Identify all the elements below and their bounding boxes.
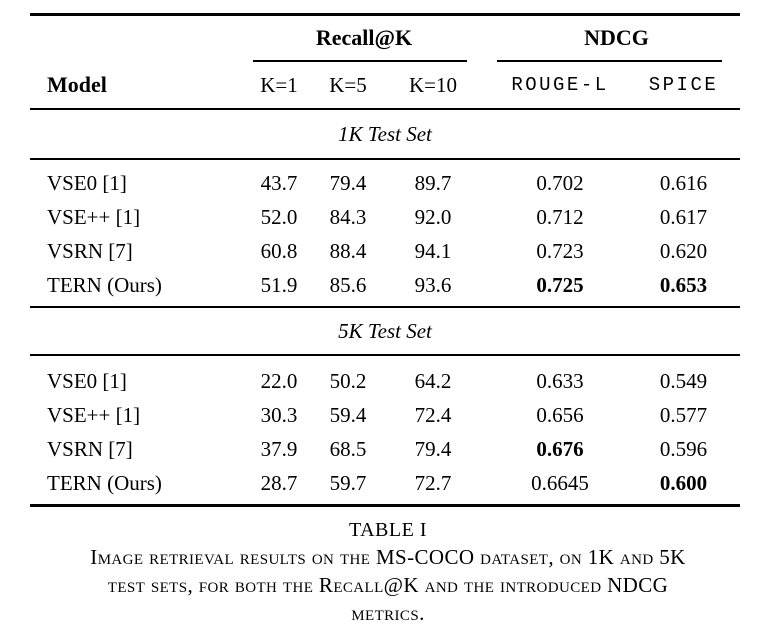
- value-cell: 89.7: [414, 170, 452, 195]
- group-label-recall: Recall@K: [315, 25, 413, 50]
- value-cell: 0.549: [659, 368, 708, 393]
- model-cell: VSE0 [1]: [47, 170, 127, 195]
- section-title-row-1k: 1K Test Set: [30, 110, 740, 158]
- value-cell: 0.712: [536, 204, 584, 229]
- value-cell: 85.6: [329, 272, 367, 297]
- caption-line: test sets, for both the Recall@K and the…: [107, 573, 669, 597]
- value-cell-best: 0.653: [659, 272, 708, 297]
- table-row: VSE0 [1] 43.7 79.4 89.7 0.702 0.616: [30, 166, 740, 200]
- col-header-spice: SPICE: [648, 74, 719, 96]
- value-cell: 0.702: [536, 170, 584, 195]
- column-group-header-row: Recall@K NDCG: [30, 16, 740, 60]
- value-cell: 52.0: [260, 204, 298, 229]
- value-cell: 64.2: [414, 368, 452, 393]
- col-header-k5: K=5: [329, 72, 367, 97]
- model-cell: VSE++ [1]: [47, 402, 141, 427]
- value-cell-best: 0.676: [536, 436, 584, 461]
- section-title-1k: 1K Test Set: [338, 121, 432, 146]
- table-row: VSRN [7] 60.8 88.4 94.1 0.723 0.620: [30, 234, 740, 268]
- value-cell-best: 0.600: [659, 470, 708, 495]
- section-body-1k: VSE0 [1] 43.7 79.4 89.7 0.702 0.616 VSE+…: [30, 160, 740, 306]
- results-table: Recall@K NDCG Model K=1 K=5 K=10 ROUGE-L…: [30, 13, 740, 507]
- caption-line: metrics.: [351, 601, 425, 625]
- value-cell: 92.0: [414, 204, 452, 229]
- bottom-rule: [30, 504, 740, 507]
- value-cell: 94.1: [414, 238, 452, 263]
- model-cell: TERN (Ours): [47, 470, 162, 495]
- value-cell: 59.7: [329, 470, 367, 495]
- table-row: VSRN [7] 37.9 68.5 79.4 0.676 0.596: [30, 432, 740, 466]
- section-divider-rule: [30, 306, 740, 308]
- col-header-model: Model: [47, 72, 107, 97]
- caption-label: TABLE I: [349, 519, 427, 541]
- value-cell: 0.723: [536, 238, 584, 263]
- value-cell: 88.4: [329, 238, 367, 263]
- value-cell: 0.617: [659, 204, 708, 229]
- col-header-k1: K=1: [260, 72, 298, 97]
- value-cell: 0.577: [659, 402, 708, 427]
- section-title-5k: 5K Test Set: [338, 318, 432, 343]
- value-cell: 0.656: [536, 402, 584, 427]
- value-cell: 43.7: [260, 170, 298, 195]
- ndcg-group-underline: [497, 60, 722, 62]
- value-cell: 72.4: [414, 402, 452, 427]
- group-label-ndcg: NDCG: [584, 25, 649, 50]
- value-cell: 51.9: [260, 272, 298, 297]
- caption-line: Image retrieval results on the MS-COCO d…: [90, 545, 686, 569]
- value-cell: 93.6: [414, 272, 452, 297]
- value-cell: 30.3: [260, 402, 298, 427]
- group-underline-row: [30, 60, 740, 62]
- value-cell: 68.5: [329, 436, 367, 461]
- model-cell: VSRN [7]: [47, 436, 133, 461]
- table-row: TERN (Ours) 51.9 85.6 93.6 0.725 0.653: [30, 268, 740, 302]
- model-cell: VSE0 [1]: [47, 368, 127, 393]
- value-cell-best: 0.725: [536, 272, 584, 297]
- value-cell: 0.596: [659, 436, 708, 461]
- value-cell: 0.6645: [531, 470, 589, 495]
- section-title-row-5k: 5K Test Set: [30, 308, 740, 354]
- section-rule-1k: [30, 158, 740, 160]
- value-cell: 84.3: [329, 204, 367, 229]
- value-cell: 0.633: [536, 368, 584, 393]
- table-row: VSE++ [1] 30.3 59.4 72.4 0.656 0.577: [30, 398, 740, 432]
- table-row: VSE0 [1] 22.0 50.2 64.2 0.633 0.549: [30, 364, 740, 398]
- value-cell: 37.9: [260, 436, 298, 461]
- col-header-rouge-l: ROUGE-L: [511, 74, 609, 96]
- col-header-k10: K=10: [408, 72, 457, 97]
- header-rule: [30, 108, 740, 110]
- column-header-row: Model K=1 K=5 K=10 ROUGE-L SPICE: [30, 62, 740, 108]
- value-cell: 59.4: [329, 402, 367, 427]
- value-cell: 72.7: [414, 470, 452, 495]
- value-cell: 0.616: [659, 170, 708, 195]
- value-cell: 79.4: [329, 170, 367, 195]
- section-body-5k: VSE0 [1] 22.0 50.2 64.2 0.633 0.549 VSE+…: [30, 356, 740, 504]
- recall-group-underline: [253, 60, 467, 62]
- model-cell: VSE++ [1]: [47, 204, 141, 229]
- value-cell: 79.4: [414, 436, 452, 461]
- table-row: VSE++ [1] 52.0 84.3 92.0 0.712 0.617: [30, 200, 740, 234]
- top-rule: [30, 13, 740, 16]
- value-cell: 28.7: [260, 470, 298, 495]
- table-caption: TABLE I Image retrieval results on the M…: [0, 517, 776, 627]
- section-rule-5k: [30, 354, 740, 356]
- table-row: TERN (Ours) 28.7 59.7 72.7 0.6645 0.600: [30, 466, 740, 500]
- value-cell: 22.0: [260, 368, 298, 393]
- value-cell: 60.8: [260, 238, 298, 263]
- value-cell: 0.620: [659, 238, 708, 263]
- value-cell: 50.2: [329, 368, 367, 393]
- model-cell: VSRN [7]: [47, 238, 133, 263]
- model-cell: TERN (Ours): [47, 272, 162, 297]
